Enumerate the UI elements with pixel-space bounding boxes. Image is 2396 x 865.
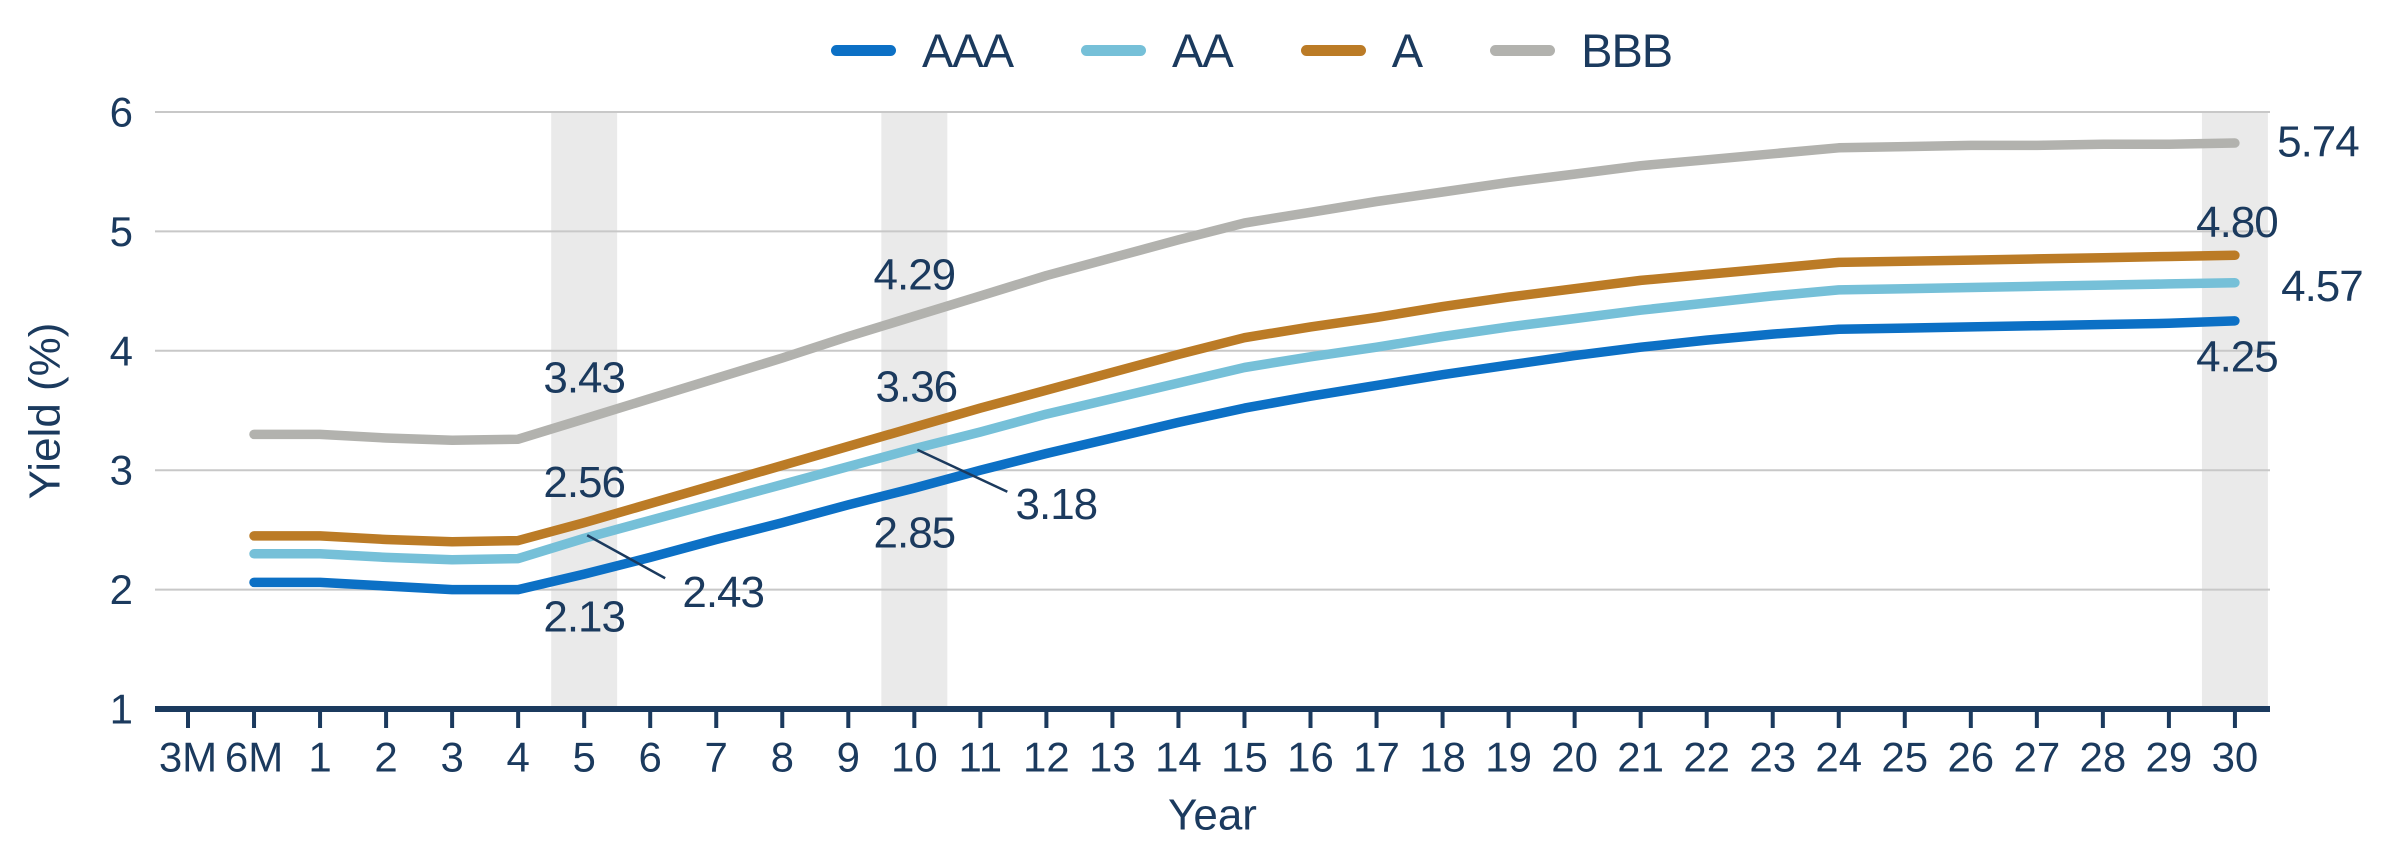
x-axis-title: Year [1168,791,1257,840]
series-line-A [249,250,2240,547]
x-tick-label-2: 2 [374,734,397,781]
legend-swatch-AA [1081,44,1147,56]
x-tick-label-29: 29 [2146,734,2193,781]
y-tick-label-4: 4 [110,327,133,374]
y-tick-label-6: 6 [110,89,133,136]
x-tick-label-4: 4 [506,734,529,781]
x-tick-label-20: 20 [1551,734,1598,781]
x-tick-label-1: 1 [308,734,331,781]
annotation-AA-30y: 4.57 [2281,262,2363,311]
y-tick-label-2: 2 [110,566,133,613]
x-tick-label-17: 17 [1353,734,1400,781]
legend-swatch-AAA [831,44,896,56]
x-tick-label-15: 15 [1221,734,1268,781]
annotation-A-5y: 2.56 [543,458,625,507]
legend-label-BBB: BBB [1581,23,1673,77]
annotation-AA-5y: 2.43 [682,568,764,617]
series-line-BBB [249,138,2240,446]
x-tick-label-12: 12 [1023,734,1070,781]
y-tick-label-5: 5 [110,208,133,255]
x-tick-label-24: 24 [1815,734,1862,781]
annotation-leader-AA-10y [916,448,1008,493]
annotation-A-30y: 4.80 [2196,198,2278,247]
x-tick-label-19: 19 [1485,734,1532,781]
legend-label-AA: AA [1172,23,1234,77]
annotation-AA-10y: 3.18 [1016,480,1098,529]
legend-item-AA: AA [1081,23,1234,77]
highlight-band-30y [2201,113,2268,709]
x-tick-label-3M: 3M [159,734,217,781]
x-tick-label-13: 13 [1089,734,1136,781]
highlight-band-10y [881,113,948,709]
x-tick-label-25: 25 [1881,734,1928,781]
x-tick-label-7: 7 [705,734,728,781]
legend-item-A: A [1300,23,1423,77]
legend-item-AAA: AAA [831,23,1014,77]
annotation-BBB-10y: 4.29 [874,251,956,300]
x-tick-label-5: 5 [573,734,596,781]
x-tick-label-6: 6 [639,734,662,781]
series-line-AAA [249,316,2240,595]
x-tick-label-6M: 6M [225,734,283,781]
annotation-A-10y: 3.36 [876,363,958,412]
x-tick-label-10: 10 [891,734,938,781]
series-line-AA [249,277,2240,565]
annotation-AAA-5y: 2.13 [543,593,625,642]
legend-swatch-A [1300,44,1366,56]
x-tick-label-11: 11 [959,734,1003,781]
x-tick-label-22: 22 [1683,734,1730,781]
x-tick-label-21: 21 [1617,734,1664,781]
legend: AAA AA A BBB [831,23,1673,77]
legend-item-BBB: BBB [1490,23,1673,77]
annotation-BBB-5y: 3.43 [543,353,625,402]
annotation-BBB-30y: 5.74 [2277,118,2359,167]
annotation-AAA-10y: 2.85 [874,509,956,558]
x-tick-label-27: 27 [2013,734,2060,781]
legend-label-A: A [1391,23,1423,77]
annotation-AAA-30y: 4.25 [2196,332,2278,381]
y-axis-title: Yield (%) [21,323,70,500]
legend-label-AAA: AAA [922,23,1014,77]
x-tick-label-14: 14 [1155,734,1202,781]
x-tick-label-23: 23 [1749,734,1796,781]
x-tick-label-30: 30 [2212,734,2259,781]
y-tick-label-1: 1 [110,686,133,733]
x-tick-label-26: 26 [1947,734,1994,781]
x-tick-label-3: 3 [440,734,463,781]
legend-swatch-BBB [1490,44,1556,56]
x-tick-label-16: 16 [1287,734,1334,781]
x-tick-label-8: 8 [771,734,794,781]
annotation-leader-AA-5y [586,534,666,580]
y-tick-label-3: 3 [110,447,133,494]
x-tick-label-9: 9 [837,734,860,781]
x-tick-label-28: 28 [2080,734,2127,781]
x-tick-label-18: 18 [1419,734,1466,781]
